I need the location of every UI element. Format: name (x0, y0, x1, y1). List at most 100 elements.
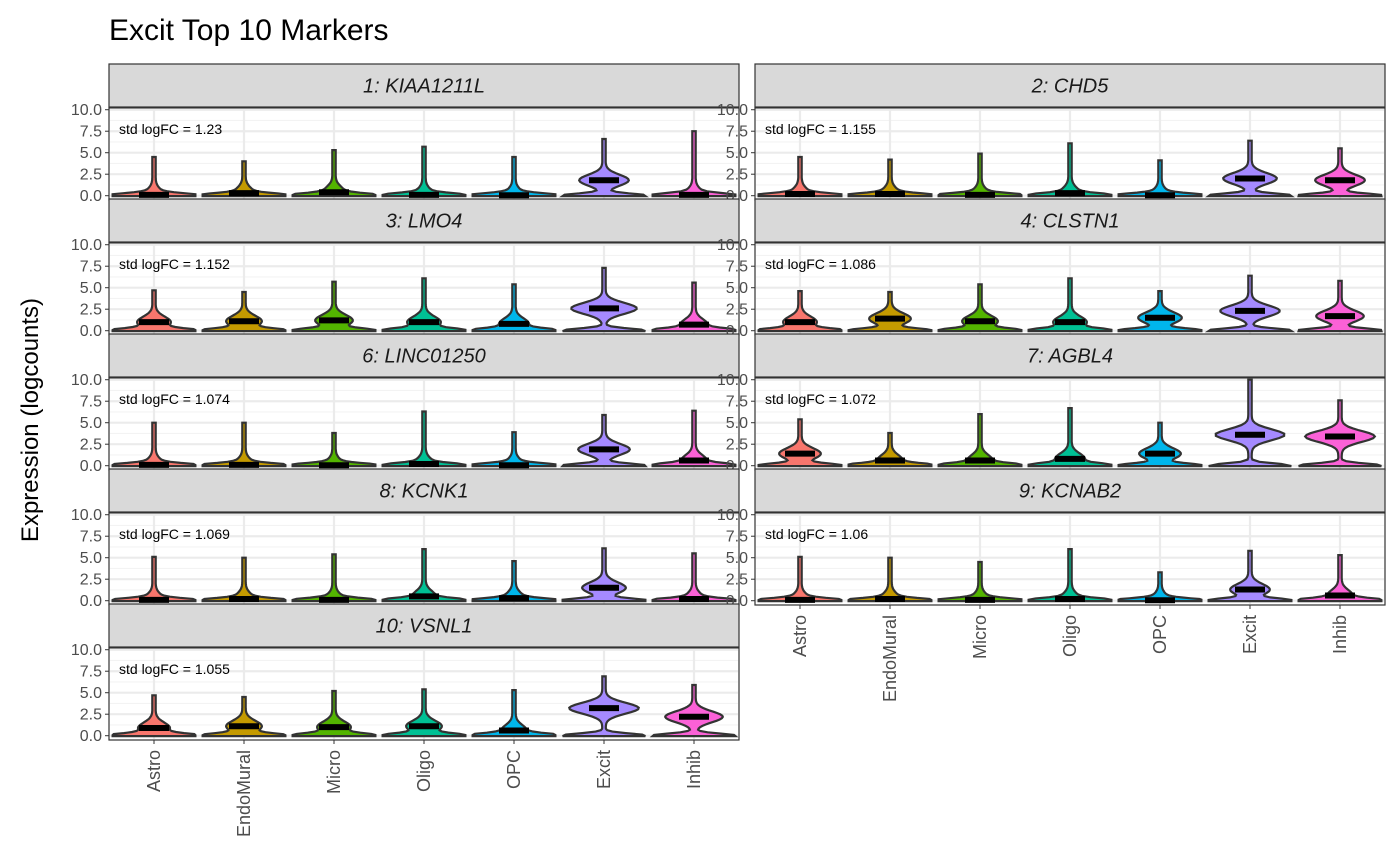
violin-shape (847, 431, 933, 468)
violin-micro (291, 149, 377, 198)
violin-shape (111, 555, 197, 603)
violin-shape (561, 547, 647, 603)
violin-shape (111, 289, 197, 333)
violin-inhib (1297, 279, 1383, 333)
violin-shape (937, 283, 1023, 333)
violin-shape (847, 290, 933, 333)
y-tick-label: 0.0 (80, 593, 102, 610)
violin-micro (291, 689, 377, 738)
violin-shape (291, 431, 377, 468)
violin-shape (471, 560, 557, 603)
violin-oligo (381, 277, 467, 333)
violin-shape (201, 421, 287, 468)
facet-strip (108, 198, 740, 243)
facet-strip-label: 8: KCNK1 (380, 481, 469, 503)
violin-shape (560, 413, 648, 468)
violin-shape (1298, 399, 1382, 468)
x-axis: Astro EndoMural Micro Oligo OPC Excit Inhib (144, 740, 704, 837)
y-tick-label: 7.5 (80, 124, 102, 141)
violin-micro (291, 280, 377, 333)
violin-astro (111, 155, 197, 198)
violin-excit (561, 547, 647, 603)
violin-micro (937, 152, 1023, 198)
facet-strip-label: 4: CLSTN1 (1021, 211, 1120, 233)
violin-endomural (847, 556, 933, 603)
facet-strip (108, 333, 740, 378)
facet-strip-label: 10: VSNL1 (376, 616, 473, 638)
x-tick-label: Inhib (684, 750, 704, 789)
violin-shape (559, 137, 649, 198)
facet-strip (754, 333, 1386, 378)
violin-opc (471, 689, 557, 738)
violin-astro (757, 418, 843, 468)
violin-inhib (651, 409, 737, 468)
facet-strip-label: 1: KIAA1211L (363, 76, 485, 98)
logfc-annotation: std logFC = 1.152 (119, 256, 230, 272)
violin-shape (757, 418, 843, 468)
logfc-annotation: std logFC = 1.072 (765, 391, 876, 407)
x-tick-label: Micro (970, 615, 990, 659)
violin-shape (847, 556, 933, 603)
violin-excit (562, 675, 646, 738)
facet-strip (108, 63, 740, 108)
violin-shape (757, 555, 843, 603)
violin-opc (471, 560, 557, 603)
y-tick-label: 7.5 (726, 394, 748, 411)
logfc-annotation: std logFC = 1.069 (119, 526, 230, 542)
logfc-annotation: std logFC = 1.155 (765, 121, 876, 137)
violin-inhib (1298, 399, 1382, 468)
violin-shape (1027, 407, 1113, 468)
violin-shape (471, 431, 557, 468)
facet-strip (108, 468, 740, 513)
violin-shape (111, 155, 197, 198)
y-tick-label: 10.0 (71, 507, 102, 524)
violin-endomural (201, 290, 287, 333)
violin-endomural (847, 431, 933, 468)
x-tick-label: Excit (594, 750, 614, 789)
x-axis: Astro EndoMural Micro Oligo OPC Excit Inhib (790, 605, 1350, 702)
violin-oligo (1027, 277, 1113, 333)
facet-strip-label: 9: KCNAB2 (1019, 481, 1121, 503)
facet-strip-label: 6: LINC01250 (362, 346, 485, 368)
facet-strip (108, 603, 740, 648)
logfc-annotation: std logFC = 1.23 (119, 121, 222, 137)
violin-shape (381, 548, 467, 603)
violin-shape (381, 277, 467, 333)
violin-opc (1117, 571, 1203, 604)
x-tick-label: EndoMural (880, 615, 900, 702)
y-tick-label: 2.5 (80, 707, 102, 724)
violin-excit (560, 413, 648, 468)
violin-endomural (201, 160, 287, 198)
facet-panels: 1: KIAA1211L 0.0 2.5 5.0 7.5 10.0 std logFC = … (71, 63, 1386, 745)
y-tick-label: 10.0 (71, 642, 102, 659)
x-axes: Astro EndoMural Micro Oligo OPC Excit InhibAst… (144, 605, 1350, 837)
violin-micro (937, 560, 1023, 603)
y-tick-label: 2.5 (726, 437, 748, 454)
violin-astro (111, 289, 197, 333)
violin-shape (291, 149, 377, 198)
violin-shape (291, 689, 377, 738)
x-tick-label: Astro (144, 750, 164, 792)
violin-opc (471, 283, 557, 333)
logfc-annotation: std logFC = 1.074 (119, 391, 230, 407)
facet-strip (754, 63, 1386, 108)
violin-oligo (1027, 548, 1113, 603)
y-tick-label: 5.0 (80, 415, 102, 432)
violin-shape (1027, 548, 1113, 603)
violin-opc (1117, 159, 1203, 199)
violin-shape (651, 409, 737, 468)
violin-opc (1117, 290, 1203, 333)
facet-strip (754, 468, 1386, 513)
violin-oligo (1027, 407, 1113, 468)
facet-panel: 8: KCNK1 0.0 2.5 5.0 7.5 10.0 std logFC = 1.06… (71, 468, 740, 610)
y-tick-label: 2.5 (726, 572, 748, 589)
facet-panel: 1: KIAA1211L 0.0 2.5 5.0 7.5 10.0 std logFC = … (71, 63, 740, 205)
y-tick-label: 0.0 (80, 323, 102, 340)
y-tick-label: 2.5 (80, 167, 102, 184)
violin-astro (111, 421, 197, 468)
violin-endomural (201, 695, 287, 738)
y-tick-label: 10.0 (71, 102, 102, 119)
violin-micro (937, 413, 1023, 468)
